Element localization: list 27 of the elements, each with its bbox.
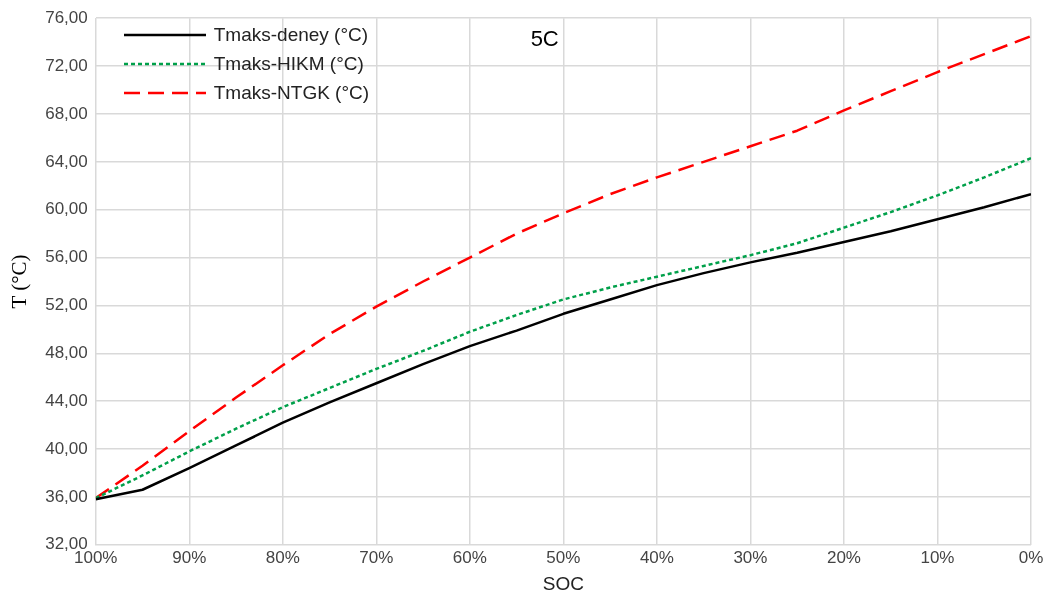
y-tick-label: 52,00 <box>45 295 88 315</box>
x-tick-label: 30% <box>733 547 768 567</box>
y-tick-label: 44,00 <box>45 390 88 410</box>
x-tick-label: 40% <box>639 547 674 567</box>
x-tick-label: 90% <box>172 547 207 567</box>
y-tick-label: 36,00 <box>45 486 88 506</box>
x-axis-title: SOC <box>542 572 584 594</box>
x-tick-label: 80% <box>265 547 300 567</box>
x-tick-label: 70% <box>359 547 394 567</box>
y-tick-label: 40,00 <box>45 438 88 458</box>
y-tick-label: 48,00 <box>45 343 88 362</box>
y-axis-title: T (°C) <box>7 254 32 309</box>
y-tick-label: 64,00 <box>45 151 88 171</box>
x-tick-label: 20% <box>826 547 861 567</box>
y-tick-label: 68,00 <box>45 103 88 123</box>
x-tick-label: 10% <box>920 547 955 567</box>
y-tick-label: 56,00 <box>45 247 88 267</box>
y-tick-label: 72,00 <box>45 55 88 75</box>
x-tick-label: 50% <box>546 547 581 567</box>
legend-label: Tmaks-HIKM (°C) <box>213 52 364 75</box>
legend-label: Tmaks-NTGK (°C) <box>213 81 370 104</box>
x-tick-label: 0% <box>1018 547 1044 567</box>
x-tick-label: 60% <box>452 547 487 567</box>
annotation: 5C <box>530 26 559 53</box>
legend-label: Tmaks-deney (°C) <box>213 23 369 46</box>
y-tick-label: 76,00 <box>45 7 88 27</box>
y-tick-label: 60,00 <box>45 199 88 219</box>
